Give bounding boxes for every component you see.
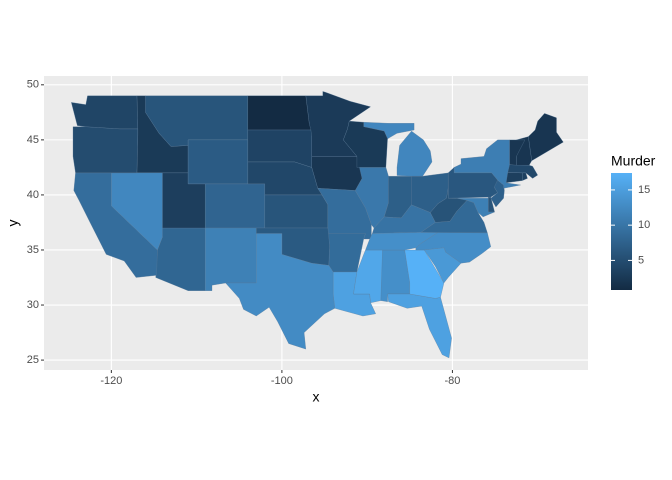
state bbox=[205, 183, 265, 229]
state bbox=[448, 167, 498, 199]
colorbar bbox=[611, 173, 632, 290]
y-tick-label: 40 bbox=[27, 189, 39, 201]
x-axis-label: x bbox=[313, 389, 320, 405]
state bbox=[311, 156, 363, 191]
legend-title: Murder bbox=[611, 153, 656, 169]
colorbar-label: 5 bbox=[638, 254, 644, 266]
colorbar-label: 15 bbox=[638, 184, 650, 196]
state bbox=[71, 95, 138, 130]
state bbox=[528, 113, 564, 162]
state bbox=[509, 139, 526, 166]
y-axis-label: y bbox=[5, 220, 21, 227]
state bbox=[264, 194, 329, 229]
state bbox=[430, 188, 468, 223]
x-tick-label: -80 bbox=[444, 375, 460, 387]
colorbar-label: 10 bbox=[638, 219, 650, 231]
state bbox=[111, 172, 163, 251]
state bbox=[404, 249, 445, 299]
state bbox=[205, 227, 257, 291]
state bbox=[187, 139, 248, 185]
y-tick-label: 25 bbox=[27, 354, 39, 366]
state bbox=[225, 233, 335, 350]
state bbox=[507, 164, 538, 179]
y-tick-label: 50 bbox=[27, 79, 39, 91]
state bbox=[343, 120, 388, 168]
state bbox=[353, 249, 383, 303]
state bbox=[424, 247, 462, 284]
y-tick-label: 35 bbox=[27, 244, 39, 256]
state bbox=[247, 95, 312, 131]
state bbox=[317, 188, 372, 240]
state bbox=[72, 126, 138, 174]
state bbox=[365, 232, 439, 251]
y-tick-label: 45 bbox=[27, 134, 39, 146]
state bbox=[247, 129, 312, 168]
x-tick-label: -120 bbox=[100, 375, 122, 387]
x-tick-label: -100 bbox=[271, 375, 293, 387]
y-tick-label: 30 bbox=[27, 299, 39, 311]
state bbox=[522, 172, 528, 181]
